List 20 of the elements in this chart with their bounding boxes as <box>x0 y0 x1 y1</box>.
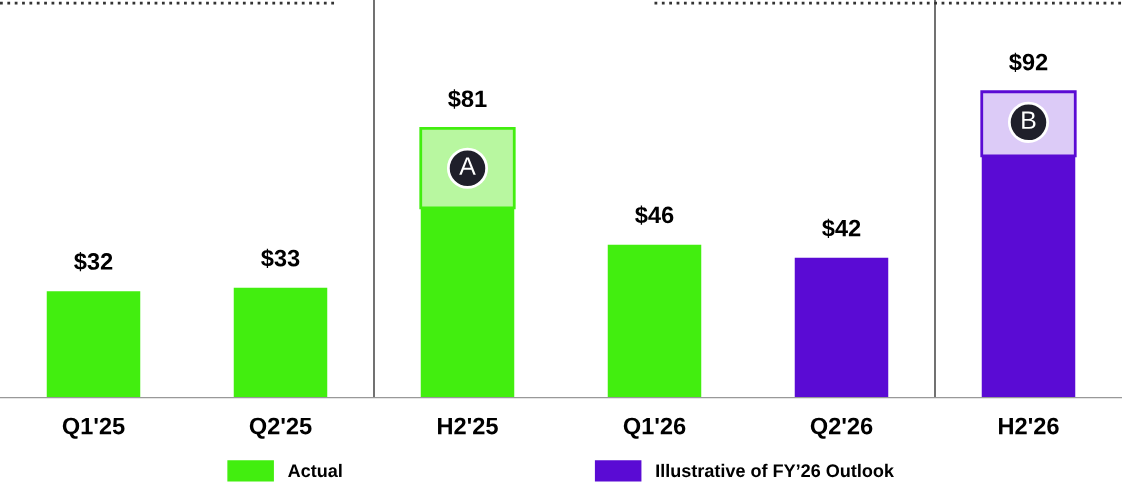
x-tick-label: Q2'26 <box>810 417 873 439</box>
annotation: $81 <box>448 89 487 109</box>
annotation: A <box>459 157 476 175</box>
annotation: $33 <box>261 248 300 268</box>
x-tick-label: H2'26 <box>999 417 1059 435</box>
x-tick-label: Q2'25 <box>249 417 312 439</box>
bar <box>233 287 328 398</box>
legend-label: Illustrative of FY’26 Outlook <box>656 463 894 478</box>
x-tick-label: Q1'26 <box>623 417 686 439</box>
annotation: $92 <box>1009 52 1048 72</box>
legend-label: Actual <box>288 463 342 478</box>
annotation: $46 <box>635 205 674 225</box>
bar <box>794 257 889 398</box>
bar <box>46 291 141 398</box>
annotation: $42 <box>822 218 861 239</box>
annotation: B <box>1022 111 1036 129</box>
annotation: $32 <box>74 252 113 272</box>
x-tick-label: H2'25 <box>438 417 498 435</box>
bar <box>607 244 702 398</box>
x-tick-label: Q1'25 <box>62 417 125 439</box>
